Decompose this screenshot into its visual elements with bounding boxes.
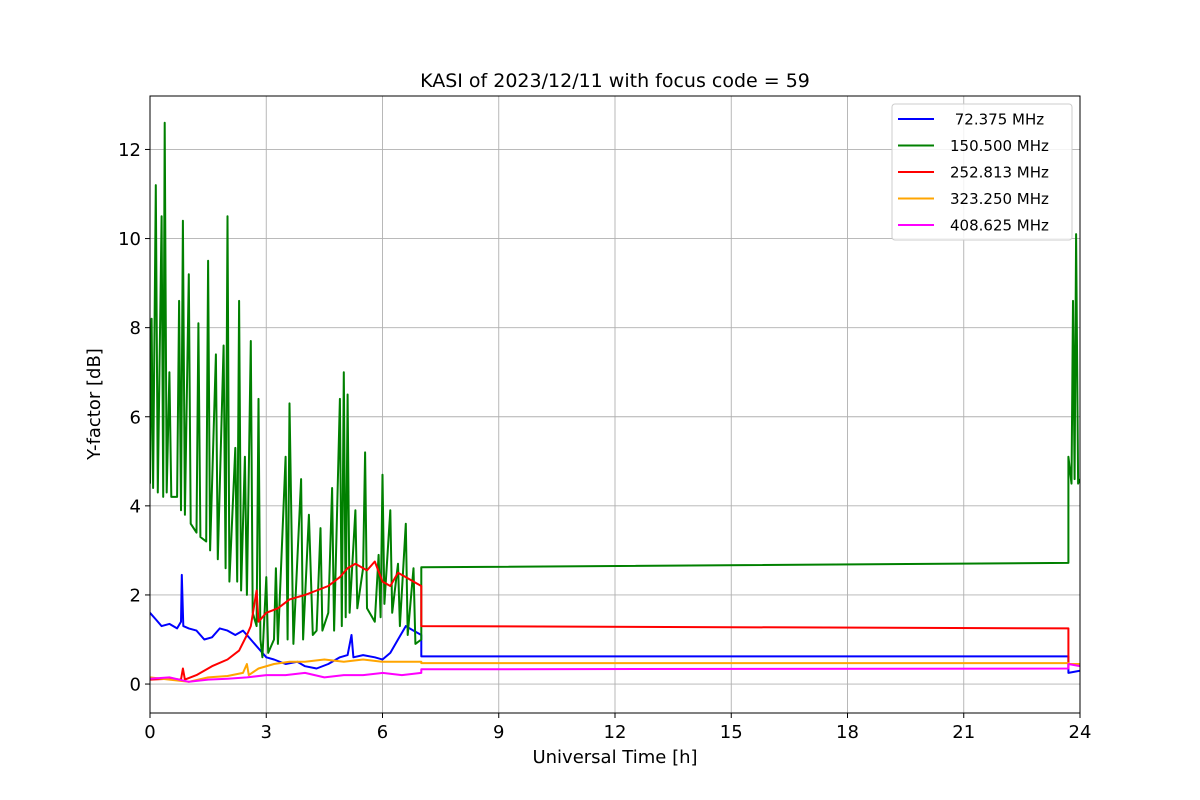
x-tick-label: 24: [1069, 722, 1092, 743]
series-layer: [150, 121, 1080, 683]
x-axis-title: Universal Time [h]: [532, 747, 697, 768]
y-tick-label: 4: [130, 496, 141, 517]
series-line-1: [150, 573, 1080, 674]
y-axis-title: Y-factor [dB]: [84, 348, 105, 461]
x-tick-label: 0: [144, 722, 155, 743]
legend-label-5: 408.625 MHz: [950, 217, 1049, 235]
x-tick-label: 3: [261, 722, 272, 743]
series-line-4: [150, 658, 1080, 683]
y-tick-label: 8: [130, 318, 141, 339]
x-tick-label: 9: [493, 722, 504, 743]
chart-title: KASI of 2023/12/11 with focus code = 59: [420, 70, 810, 92]
series-line-5: [150, 663, 1080, 683]
legend: 72.375 MHz 150.500 MHz 252.813 MHz 323.250 …: [891, 103, 1073, 241]
y-tick-label: 6: [130, 407, 141, 428]
series-line-3: [150, 560, 1070, 681]
legend-label-2: 150.500 MHz: [950, 137, 1049, 155]
legend-label-3: 252.813 MHz: [950, 164, 1049, 182]
y-tick-label: 10: [118, 229, 141, 250]
x-tick-label: 18: [836, 722, 859, 743]
legend-box: [891, 103, 1073, 241]
legend-label-1: 72.375 MHz: [950, 111, 1044, 129]
x-tick-label: 6: [377, 722, 388, 743]
x-tick-label: 21: [952, 722, 975, 743]
y-tick-label: 2: [130, 585, 141, 606]
x-tick-label: 12: [604, 722, 627, 743]
y-tick-label: 0: [130, 675, 141, 696]
series-line-2: [150, 121, 1080, 659]
y-tick-label: 12: [118, 140, 141, 161]
x-tick-label: 15: [720, 722, 743, 743]
legend-label-4: 323.250 MHz: [950, 190, 1049, 208]
